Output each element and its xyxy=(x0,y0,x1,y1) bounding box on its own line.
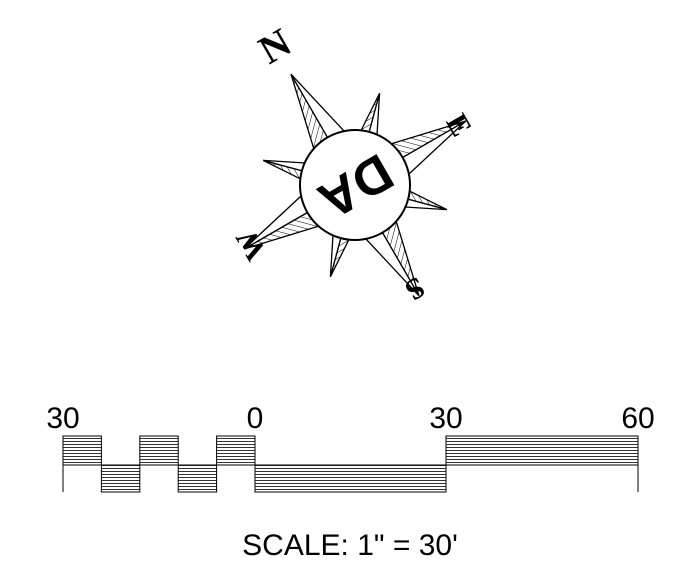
north-label: N xyxy=(251,19,299,72)
scale-bar xyxy=(62,435,639,493)
scale-label: 60 xyxy=(621,402,654,435)
scale-label: 30 xyxy=(46,402,79,435)
compass-rose: DA N E S W xyxy=(230,19,478,307)
scale-label: 30 xyxy=(429,402,462,435)
center-circle xyxy=(299,129,411,241)
scale-label: 0 xyxy=(247,402,264,435)
scale-caption: SCALE: 1" = 30' xyxy=(242,529,458,562)
